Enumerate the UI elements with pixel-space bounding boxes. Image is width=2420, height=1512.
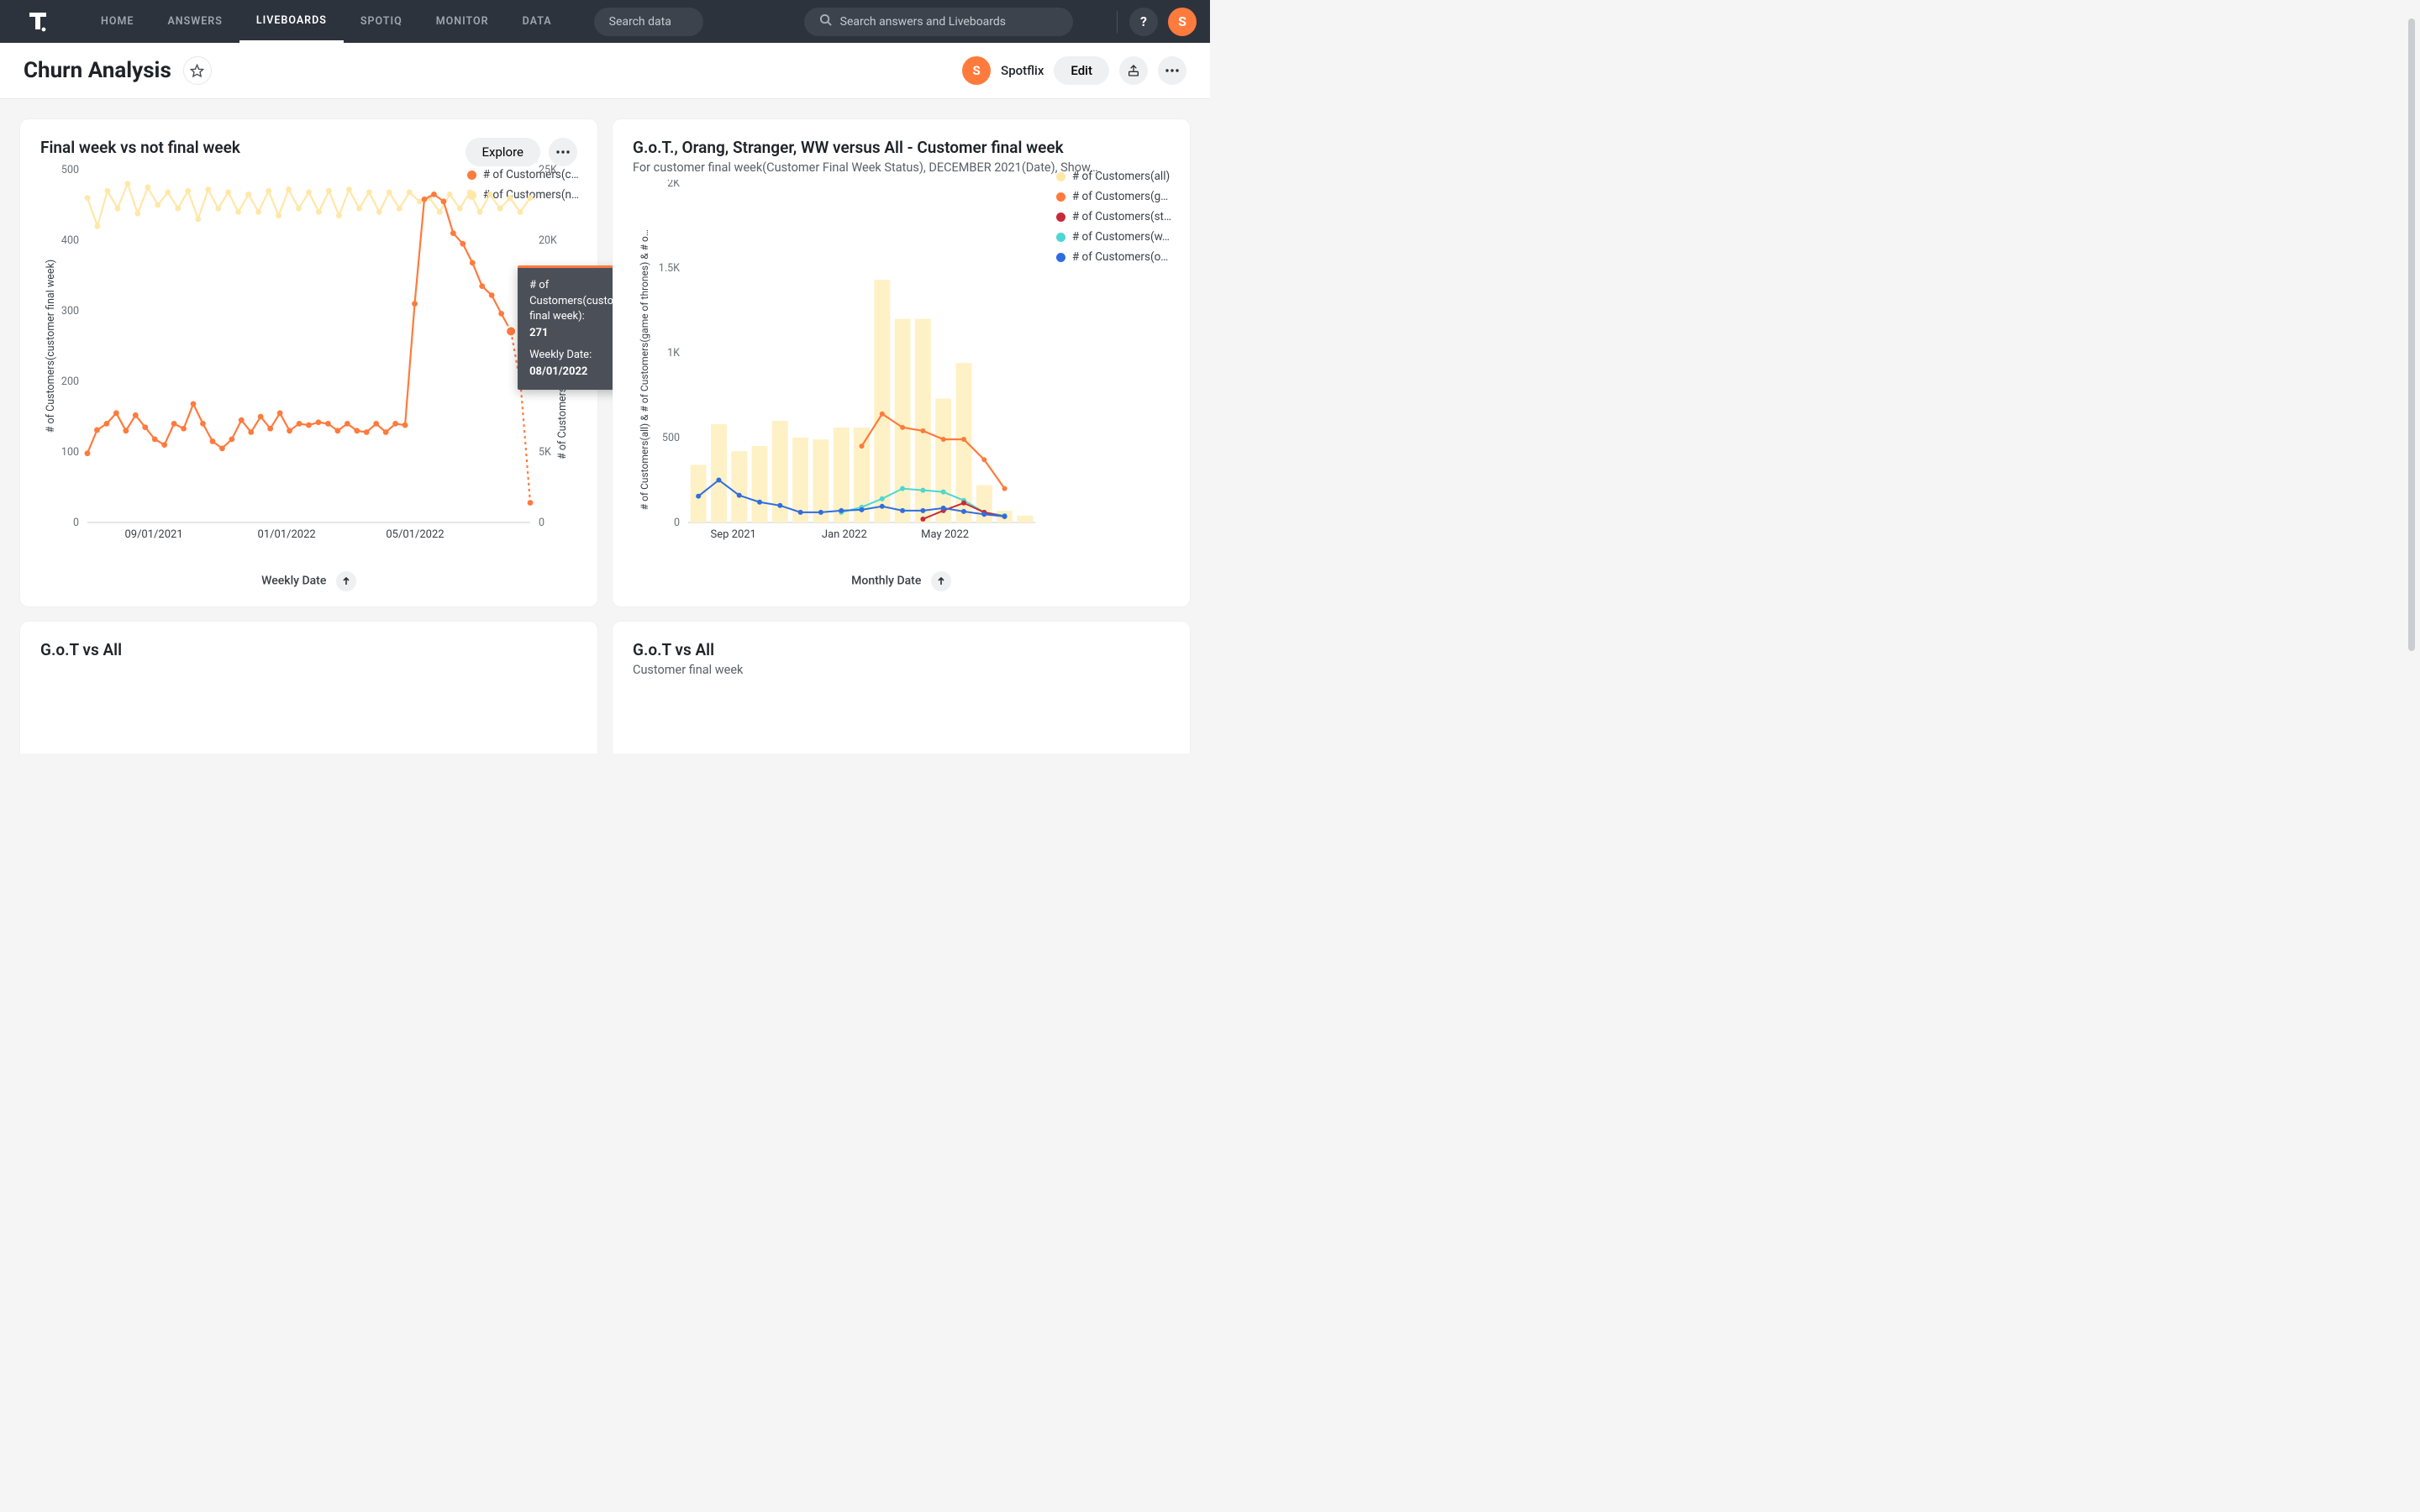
nav-monitor[interactable]: MONITOR bbox=[419, 0, 506, 43]
card1-title: Final week vs not final week bbox=[40, 138, 240, 157]
svg-text:1K: 1K bbox=[667, 347, 680, 360]
nav-liveboards[interactable]: LIVEBOARDS bbox=[239, 0, 344, 43]
page-scrollbar[interactable] bbox=[2407, 3, 2417, 1509]
svg-text:1.5K: 1.5K bbox=[659, 262, 680, 275]
svg-text:500: 500 bbox=[61, 164, 79, 176]
owner-name: Spotflix bbox=[1001, 63, 1044, 78]
svg-text:# of Customers(customer final: # of Customers(customer final week) bbox=[45, 260, 57, 433]
card-final-week-vs-not: Final week vs not final week Explore # o… bbox=[20, 119, 597, 606]
svg-text:01/01/2022: 01/01/2022 bbox=[258, 528, 316, 541]
svg-text:0: 0 bbox=[539, 517, 544, 529]
content-grid: Final week vs not final week Explore # o… bbox=[0, 99, 1210, 753]
card2-x-axis-label: Monthly Date bbox=[613, 571, 1190, 591]
svg-text:05/01/2022: 05/01/2022 bbox=[386, 528, 444, 541]
search-icon bbox=[819, 13, 832, 29]
page-title: Churn Analysis bbox=[24, 58, 171, 83]
card1-chart[interactable]: 010020030040050005K10K15K20K25K09/01/202… bbox=[40, 163, 577, 558]
svg-text:300: 300 bbox=[61, 305, 79, 318]
more-button[interactable] bbox=[1158, 56, 1186, 85]
sort-button-2[interactable] bbox=[931, 571, 951, 591]
card-got-vs-all-2: G.o.T vs All Customer final week # of Cu… bbox=[613, 622, 1190, 753]
search-answers-placeholder: Search answers and Liveboards bbox=[840, 15, 1006, 29]
card1-more-button[interactable] bbox=[549, 138, 577, 166]
explore-button[interactable]: Explore bbox=[466, 138, 541, 166]
svg-text:25K: 25K bbox=[539, 164, 557, 176]
share-button[interactable] bbox=[1119, 56, 1148, 85]
svg-text:2K: 2K bbox=[667, 180, 680, 190]
svg-text:500: 500 bbox=[662, 432, 680, 444]
search-answers-input[interactable]: Search answers and Liveboards bbox=[804, 8, 1073, 36]
svg-text:200: 200 bbox=[61, 375, 79, 388]
favorite-button[interactable] bbox=[183, 56, 212, 85]
card2-title: G.o.T., Orang, Stranger, WW versus All -… bbox=[633, 138, 1098, 157]
search-data-input[interactable]: Search data bbox=[594, 8, 703, 36]
top-nav: HOMEANSWERSLIVEBOARDSSPOTIQMONITORDATA S… bbox=[0, 0, 1210, 43]
sort-button[interactable] bbox=[336, 571, 356, 591]
svg-text:5K: 5K bbox=[539, 446, 551, 459]
user-avatar[interactable]: S bbox=[1168, 8, 1197, 36]
svg-text:May 2022: May 2022 bbox=[921, 528, 969, 541]
brand-logo[interactable] bbox=[25, 9, 50, 34]
svg-text:0: 0 bbox=[674, 517, 680, 529]
svg-text:Sep 2021: Sep 2021 bbox=[711, 528, 756, 541]
nav-links: HOMEANSWERSLIVEBOARDSSPOTIQMONITORDATA bbox=[84, 0, 569, 43]
card-got-orang-stranger-ww: G.o.T., Orang, Stranger, WW versus All -… bbox=[613, 119, 1190, 606]
card-got-vs-all-1: G.o.T vs All # of Customers(g… 800 2K bbox=[20, 622, 597, 753]
svg-text:100: 100 bbox=[61, 446, 79, 459]
svg-text:Jan 2022: Jan 2022 bbox=[822, 528, 867, 541]
card4-title: G.o.T vs All bbox=[633, 640, 1170, 659]
card3-title: G.o.T vs All bbox=[40, 640, 577, 659]
search-data-placeholder: Search data bbox=[609, 15, 671, 29]
svg-text:400: 400 bbox=[61, 234, 79, 247]
scrollbar-thumb[interactable] bbox=[2408, 18, 2415, 651]
card4-subtitle: Customer final week bbox=[633, 663, 1170, 677]
card1-x-axis-label: Weekly Date bbox=[20, 571, 597, 591]
nav-spotiq[interactable]: SPOTIQ bbox=[344, 0, 419, 43]
help-button[interactable]: ? bbox=[1129, 8, 1158, 36]
nav-data[interactable]: DATA bbox=[506, 0, 569, 43]
owner-avatar[interactable]: S bbox=[962, 56, 991, 85]
card2-subtitle: For customer final week(Customer Final W… bbox=[633, 160, 1098, 175]
nav-answers[interactable]: ANSWERS bbox=[150, 0, 239, 43]
svg-text:20K: 20K bbox=[539, 234, 557, 247]
svg-text:0: 0 bbox=[73, 517, 79, 529]
svg-text:# of Customers(all) & # of Cus: # of Customers(all) & # of Customers(gam… bbox=[639, 229, 650, 510]
page-header: Churn Analysis S Spotflix Edit bbox=[0, 43, 1210, 99]
nav-home[interactable]: HOME bbox=[84, 0, 150, 43]
edit-button[interactable]: Edit bbox=[1054, 56, 1109, 85]
svg-text:09/01/2021: 09/01/2021 bbox=[124, 528, 182, 541]
nav-divider bbox=[1117, 11, 1118, 33]
card2-chart[interactable]: 0 500 1K 1.5K 2K Sep 2021 Jan 2022 May 2022 # of… bbox=[633, 180, 1170, 558]
